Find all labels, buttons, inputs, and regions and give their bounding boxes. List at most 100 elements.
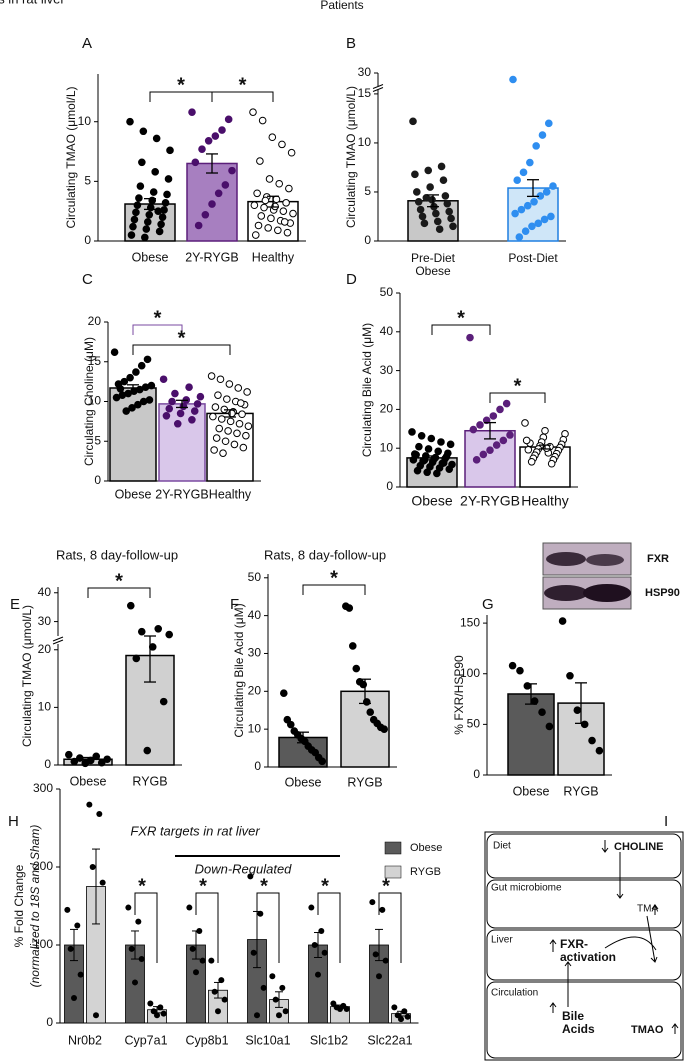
data-point bbox=[168, 397, 176, 406]
data-point bbox=[286, 720, 295, 729]
data-point bbox=[521, 227, 530, 235]
significance-label: * bbox=[115, 570, 123, 592]
data-point bbox=[264, 224, 272, 232]
data-point bbox=[129, 222, 137, 231]
data-point bbox=[209, 412, 217, 421]
significance-bracket bbox=[256, 892, 280, 963]
data-point bbox=[424, 166, 433, 175]
data-point bbox=[528, 222, 536, 231]
significance-label: * bbox=[239, 74, 247, 96]
data-point bbox=[282, 199, 290, 207]
y-tick-label: 30 bbox=[248, 646, 262, 660]
panel-letter: C bbox=[82, 271, 93, 288]
data-point bbox=[143, 355, 152, 364]
y-tick-label: 0 bbox=[94, 473, 101, 487]
data-point bbox=[511, 209, 519, 218]
data-point bbox=[221, 996, 228, 1003]
data-point bbox=[70, 757, 79, 766]
data-point bbox=[251, 231, 260, 239]
data-point bbox=[343, 1005, 350, 1012]
y-tick-label: 30 bbox=[358, 65, 372, 79]
data-point bbox=[145, 210, 154, 219]
significance-bracket bbox=[317, 892, 341, 963]
compartment-name: Gut microbiome bbox=[491, 883, 562, 894]
panel-letter: F bbox=[230, 596, 239, 613]
data-point bbox=[136, 182, 145, 190]
data-point bbox=[89, 864, 96, 870]
data-point bbox=[244, 422, 253, 430]
data-point bbox=[380, 725, 389, 733]
y-tick-label: 0 bbox=[386, 479, 393, 493]
data-point bbox=[141, 233, 149, 242]
significance-label: * bbox=[321, 875, 329, 897]
data-point bbox=[265, 175, 274, 183]
data-point bbox=[250, 949, 257, 956]
data-point bbox=[366, 708, 375, 716]
y-tick-label: 300 bbox=[33, 781, 53, 795]
data-point bbox=[411, 170, 419, 179]
significance-label: * bbox=[138, 875, 146, 897]
y-axis-label: Circulating Choline (μM) bbox=[82, 337, 96, 466]
data-point bbox=[449, 222, 457, 231]
data-point bbox=[321, 949, 328, 956]
x-tick-label: Obese bbox=[132, 250, 169, 264]
data-point bbox=[154, 207, 162, 215]
data-point bbox=[226, 417, 235, 426]
data-point bbox=[211, 988, 218, 995]
data-point bbox=[77, 971, 84, 978]
data-point bbox=[160, 1010, 167, 1017]
data-point bbox=[558, 617, 567, 625]
figure-title: Patients bbox=[320, 0, 363, 12]
data-point bbox=[547, 459, 556, 468]
y-tick-label: 10 bbox=[88, 394, 102, 408]
y-tick-label: 0 bbox=[46, 1015, 53, 1029]
y-tick-label: 150 bbox=[460, 615, 480, 629]
legend-swatch bbox=[384, 841, 402, 855]
data-point bbox=[573, 706, 582, 714]
legend-swatch bbox=[384, 865, 402, 879]
data-point bbox=[199, 957, 206, 964]
data-point bbox=[142, 225, 151, 233]
data-point bbox=[188, 415, 196, 424]
y-tick-label: 100 bbox=[460, 666, 480, 680]
data-point bbox=[345, 604, 354, 612]
y-tick-label: 30 bbox=[380, 363, 394, 377]
data-point bbox=[285, 184, 293, 193]
data-point bbox=[486, 446, 494, 454]
data-point bbox=[521, 419, 529, 427]
data-point bbox=[211, 403, 220, 411]
data-point bbox=[190, 407, 199, 415]
y-tick-label: 30 bbox=[38, 614, 52, 628]
data-point bbox=[423, 468, 431, 477]
significance-bracket bbox=[211, 91, 274, 102]
data-point bbox=[194, 221, 203, 230]
y-axis-label: Circulating Bile Acid (μM) bbox=[360, 323, 374, 457]
data-point bbox=[236, 399, 245, 407]
data-point bbox=[81, 759, 90, 768]
chart-title: FXR targets in rat liver bbox=[0, 0, 65, 6]
data-point bbox=[466, 333, 474, 342]
y-axis-label: % FXR/HSP90 bbox=[452, 655, 466, 735]
y-tick-label: 0 bbox=[364, 233, 371, 247]
data-point bbox=[566, 671, 574, 680]
data-point bbox=[527, 457, 536, 466]
compartment-name: Diet bbox=[493, 841, 511, 852]
data-point bbox=[267, 214, 275, 223]
y-tick-label: 200 bbox=[33, 859, 53, 873]
data-point bbox=[442, 452, 451, 461]
data-point bbox=[247, 873, 254, 880]
y-tick-label: 0 bbox=[44, 757, 51, 771]
significance-label: * bbox=[514, 375, 522, 397]
data-point bbox=[127, 601, 135, 610]
data-point bbox=[71, 995, 77, 1002]
data-point bbox=[369, 899, 376, 906]
data-point bbox=[86, 801, 93, 808]
data-point bbox=[164, 175, 173, 183]
data-point bbox=[228, 166, 236, 175]
panel-letter: I bbox=[664, 813, 668, 830]
data-point bbox=[269, 973, 276, 980]
data-point bbox=[426, 183, 434, 191]
data-point bbox=[595, 746, 604, 755]
data-point bbox=[289, 209, 297, 218]
significance-label: * bbox=[178, 327, 186, 349]
